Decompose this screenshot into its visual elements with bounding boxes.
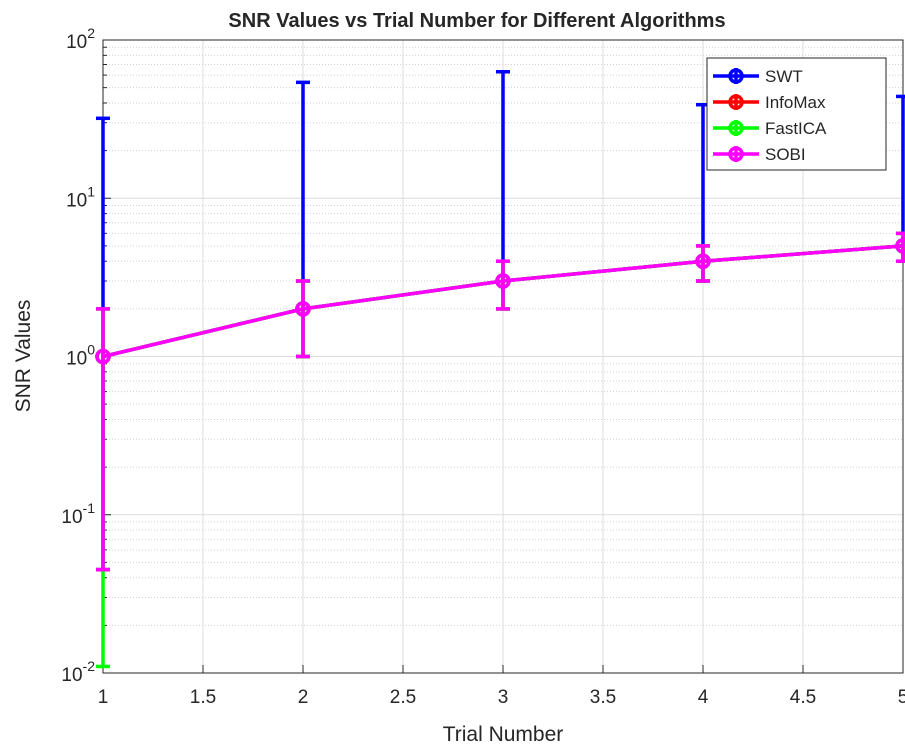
marker [695,253,711,269]
legend-label: SOBI [765,145,806,164]
series [95,231,905,572]
y-tick-label: 101 [66,183,95,211]
x-axis-label: Trial Number [443,723,564,746]
legend-marker [728,146,744,162]
tick-base: 10 [66,32,87,53]
legend-marker [728,94,744,110]
legend-label: FastICA [765,119,827,138]
legend-label: InfoMax [765,93,826,112]
marker [295,301,311,317]
legend-label: SWT [765,67,803,86]
tick-exponent: 2 [87,25,95,41]
tick-base: 10 [66,349,87,370]
tick-exponent: -1 [83,500,96,516]
x-tick-label: 5 [898,687,905,708]
x-tick-label: 2.5 [390,687,416,708]
series-line [102,244,904,359]
chart-title: SNR Values vs Trial Number for Different… [228,10,725,32]
legend-marker [728,68,744,84]
legend: SWT InfoMax FastICA SOBI [706,57,887,171]
tick-exponent: 1 [87,183,95,199]
tick-base: 10 [66,190,87,211]
x-tick-label: 4.5 [790,687,816,708]
x-tick-label: 1 [98,687,109,708]
y-tick-label: 102 [66,25,95,53]
y-tick-label: 10-1 [61,500,95,528]
plot [95,70,905,669]
x-tick-label: 4 [698,687,709,708]
tick-base: 10 [61,507,82,528]
y-axis-label: SNR Values [12,300,35,413]
marker [495,273,511,289]
y-tick-label: 10-2 [61,658,95,686]
marker [895,238,905,254]
legend-marker [728,120,744,136]
marker [95,348,111,365]
y-tick-label: 100 [66,342,95,370]
x-tick-label: 3 [498,687,509,708]
x-tick-label: 2 [298,687,309,708]
x-tick-label: 3.5 [590,687,616,708]
tick-exponent: -2 [83,658,96,674]
x-tick-label: 1.5 [190,687,216,708]
tick-exponent: 0 [87,342,95,358]
tick-base: 10 [61,665,82,686]
